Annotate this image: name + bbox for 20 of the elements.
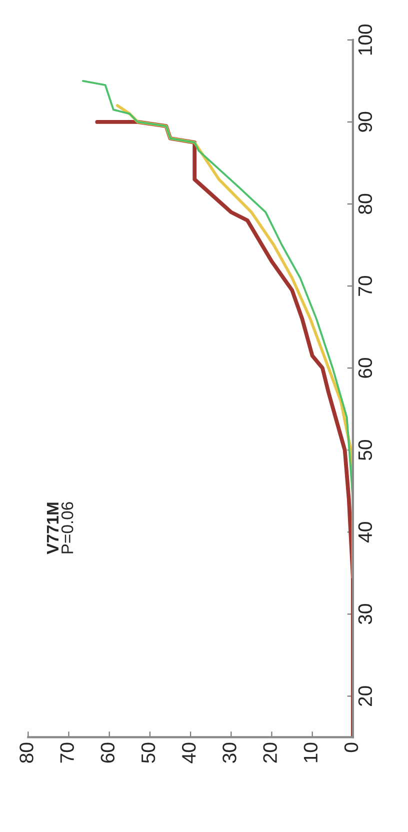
- y-tick-label: 40: [358, 522, 372, 542]
- y-tick-label: 30: [358, 604, 372, 624]
- x-tick-label: 0: [344, 742, 358, 752]
- x-tick-label: 40: [182, 742, 196, 764]
- annotation: P=0.06: [61, 502, 74, 554]
- x-tick-label: 60: [100, 742, 115, 763]
- annotation: V771M: [46, 502, 58, 554]
- x-tick-label: 70: [60, 742, 74, 763]
- x-tick-label: 50: [141, 742, 156, 763]
- x-tick-label: 20: [263, 742, 277, 763]
- x-tick-label: 30: [222, 742, 236, 763]
- y-tick-label: 100: [358, 24, 372, 55]
- y-tick-label: 70: [358, 276, 372, 296]
- x-tick-label: 80: [20, 742, 34, 763]
- y-tick-label: 50: [358, 440, 372, 460]
- x-tick-label: 10: [304, 742, 318, 762]
- y-tick-label: 90: [358, 112, 372, 132]
- y-tick-label: 20: [358, 686, 372, 706]
- y-tick-label: 60: [358, 358, 372, 378]
- y-tick-label: 80: [358, 194, 372, 214]
